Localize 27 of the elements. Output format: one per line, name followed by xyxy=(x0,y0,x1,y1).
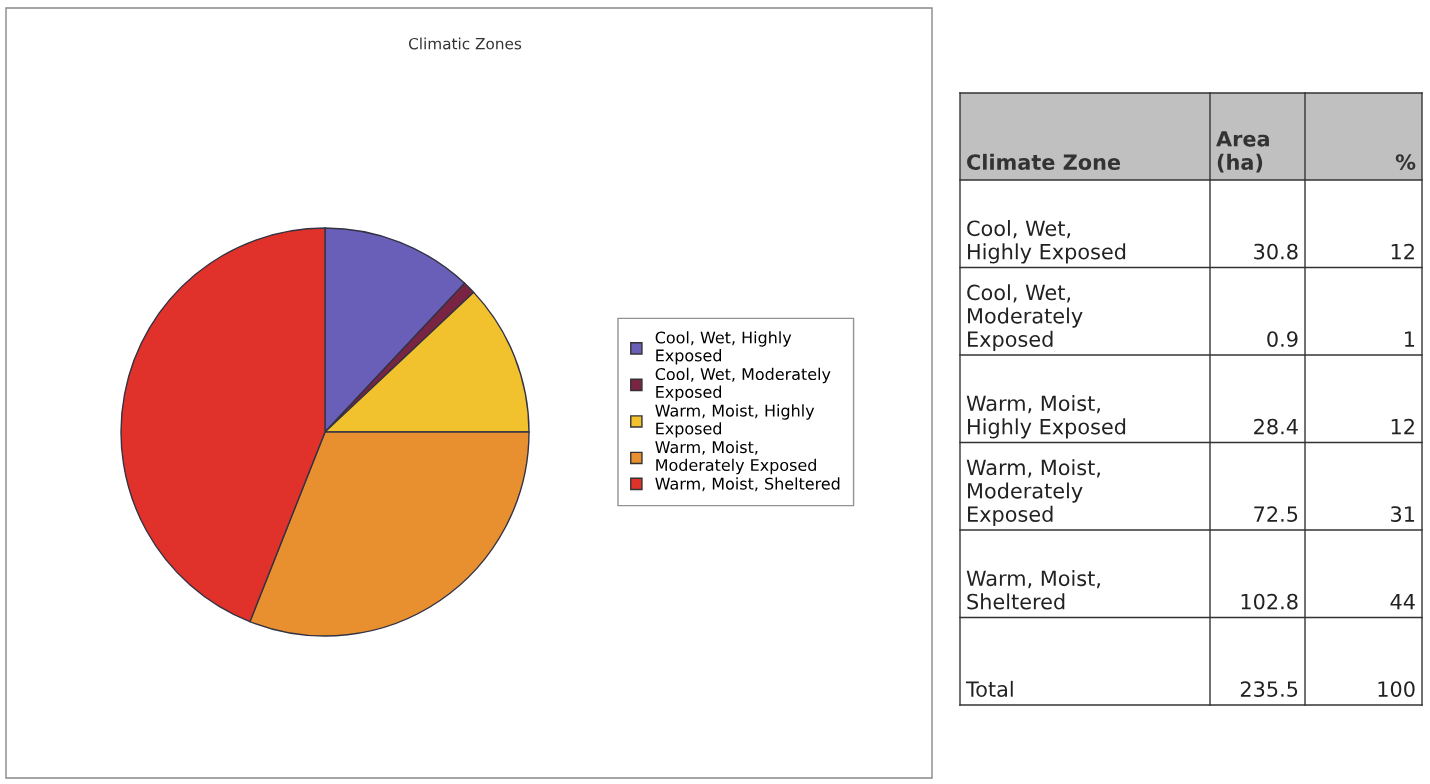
data-label: 235.5 xyxy=(1240,681,1298,697)
data-label: 44 xyxy=(1390,593,1415,610)
data-label: 100 xyxy=(1378,681,1415,697)
text: Climate Zone xyxy=(967,153,1121,170)
data-label: 28.4 xyxy=(1254,418,1298,435)
legend-label: Cool, Wet, Moderately Exposed xyxy=(655,367,831,402)
data-label: 1 xyxy=(1405,331,1415,347)
data-label: 12 xyxy=(1391,243,1414,260)
data-label: 12 xyxy=(1391,418,1414,435)
category-label: Total xyxy=(965,680,1013,697)
data-label: 31 xyxy=(1391,506,1415,522)
legend-label: Warm, Moist, Sheltered xyxy=(655,477,840,492)
data-label: 0.9 xyxy=(1267,331,1298,347)
legend-label: Cool, Wet, Highly Exposed xyxy=(655,331,792,365)
legend-label: Warm, Moist, Highly Exposed xyxy=(655,404,815,438)
legend-label: Warm, Moist, Moderately Exposed xyxy=(655,440,816,475)
data-label: 72.5 xyxy=(1254,506,1298,522)
category-label: Cool, Wet, Highly Exposed xyxy=(967,220,1126,264)
data-label: 102.8 xyxy=(1241,593,1298,610)
category-label: Warm, Moist, Highly Exposed xyxy=(966,395,1126,439)
text: % xyxy=(1395,154,1416,170)
category-label: Cool, Wet, Moderately Exposed xyxy=(967,284,1083,351)
category-label: Warm, Moist, Moderately Exposed xyxy=(966,459,1100,526)
text: Area (ha) xyxy=(1216,131,1269,173)
category-label: Warm, Moist, Sheltered xyxy=(966,570,1100,610)
chart-title: Climatic Zones xyxy=(408,37,522,50)
data-label: 30.8 xyxy=(1254,243,1298,260)
